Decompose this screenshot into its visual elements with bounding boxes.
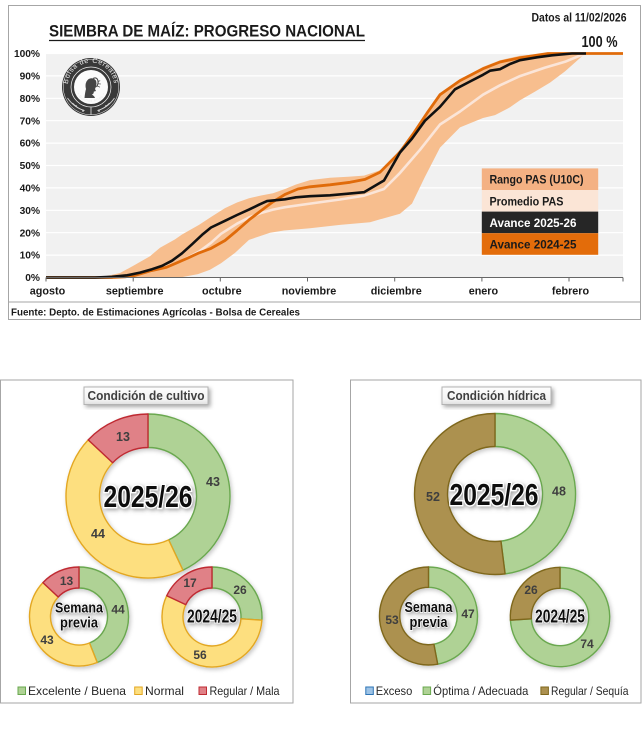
svg-text:44: 44 (91, 527, 105, 541)
svg-text:Semana: Semana (405, 600, 454, 616)
svg-text:septiembre: septiembre (106, 286, 164, 298)
svg-text:56: 56 (193, 648, 207, 662)
svg-text:47: 47 (461, 607, 475, 621)
svg-text:30%: 30% (20, 206, 40, 217)
svg-text:previa: previa (410, 615, 449, 631)
svg-text:enero: enero (469, 286, 499, 298)
svg-text:2025/26: 2025/26 (450, 477, 539, 512)
svg-text:Promedio PAS: Promedio PAS (490, 194, 564, 208)
svg-text:Datos al 11/02/2026: Datos al 11/02/2026 (532, 13, 627, 25)
svg-text:2024/25: 2024/25 (187, 607, 237, 627)
svg-text:74: 74 (580, 637, 594, 651)
svg-text:Avance 2025-26: Avance 2025-26 (490, 216, 577, 230)
svg-text:20%: 20% (20, 228, 40, 239)
svg-text:44: 44 (111, 603, 125, 617)
svg-text:48: 48 (552, 485, 566, 499)
svg-text:10%: 10% (20, 251, 40, 262)
svg-text:26: 26 (524, 583, 538, 597)
svg-text:Regular / Mala: Regular / Mala (210, 684, 280, 698)
svg-text:40%: 40% (20, 184, 40, 195)
svg-text:52: 52 (426, 490, 440, 504)
svg-text:0%: 0% (25, 273, 40, 284)
svg-text:octubre: octubre (202, 286, 242, 298)
svg-text:Fuente: Depto. de Estimaciones: Fuente: Depto. de Estimaciones Agrícolas… (11, 307, 300, 319)
svg-text:Regular / Sequía: Regular / Sequía (551, 684, 629, 698)
svg-text:43: 43 (206, 475, 220, 489)
svg-text:agosto: agosto (30, 286, 66, 298)
svg-text:Exceso: Exceso (376, 684, 413, 698)
svg-text:26: 26 (233, 583, 247, 597)
svg-text:Normal: Normal (145, 684, 184, 698)
svg-text:Excelente / Buena: Excelente / Buena (28, 684, 126, 698)
svg-text:60%: 60% (20, 139, 40, 150)
svg-text:2024/25: 2024/25 (535, 607, 585, 627)
svg-text:43: 43 (40, 633, 54, 647)
svg-text:70%: 70% (20, 116, 40, 127)
svg-text:Condición de cultivo: Condición de cultivo (88, 388, 205, 403)
svg-text:noviembre: noviembre (282, 286, 337, 298)
svg-text:90%: 90% (20, 72, 40, 83)
svg-text:17: 17 (183, 576, 197, 590)
svg-text:53: 53 (385, 613, 399, 627)
svg-text:13: 13 (60, 574, 74, 588)
svg-text:Rango PAS (U10C): Rango PAS (U10C) (490, 173, 584, 187)
svg-text:Avance 2024-25: Avance 2024-25 (490, 238, 577, 252)
svg-text:febrero: febrero (552, 286, 590, 298)
svg-text:100 %: 100 % (582, 34, 618, 51)
svg-text:previa: previa (60, 616, 99, 632)
svg-text:diciembre: diciembre (371, 286, 422, 298)
svg-text:Semana: Semana (55, 601, 104, 617)
svg-text:80%: 80% (20, 94, 40, 105)
svg-text:100%: 100% (14, 49, 40, 60)
svg-text:50%: 50% (20, 161, 40, 172)
svg-text:2025/26: 2025/26 (104, 479, 193, 514)
svg-text:SIEMBRA DE MAÍZ: PROGRESO NACI: SIEMBRA DE MAÍZ: PROGRESO NACIONAL (49, 22, 365, 41)
svg-text:Óptima / Adecuada: Óptima / Adecuada (433, 683, 528, 698)
svg-text:13: 13 (116, 430, 130, 444)
svg-text:Condición hídrica: Condición hídrica (447, 388, 547, 403)
